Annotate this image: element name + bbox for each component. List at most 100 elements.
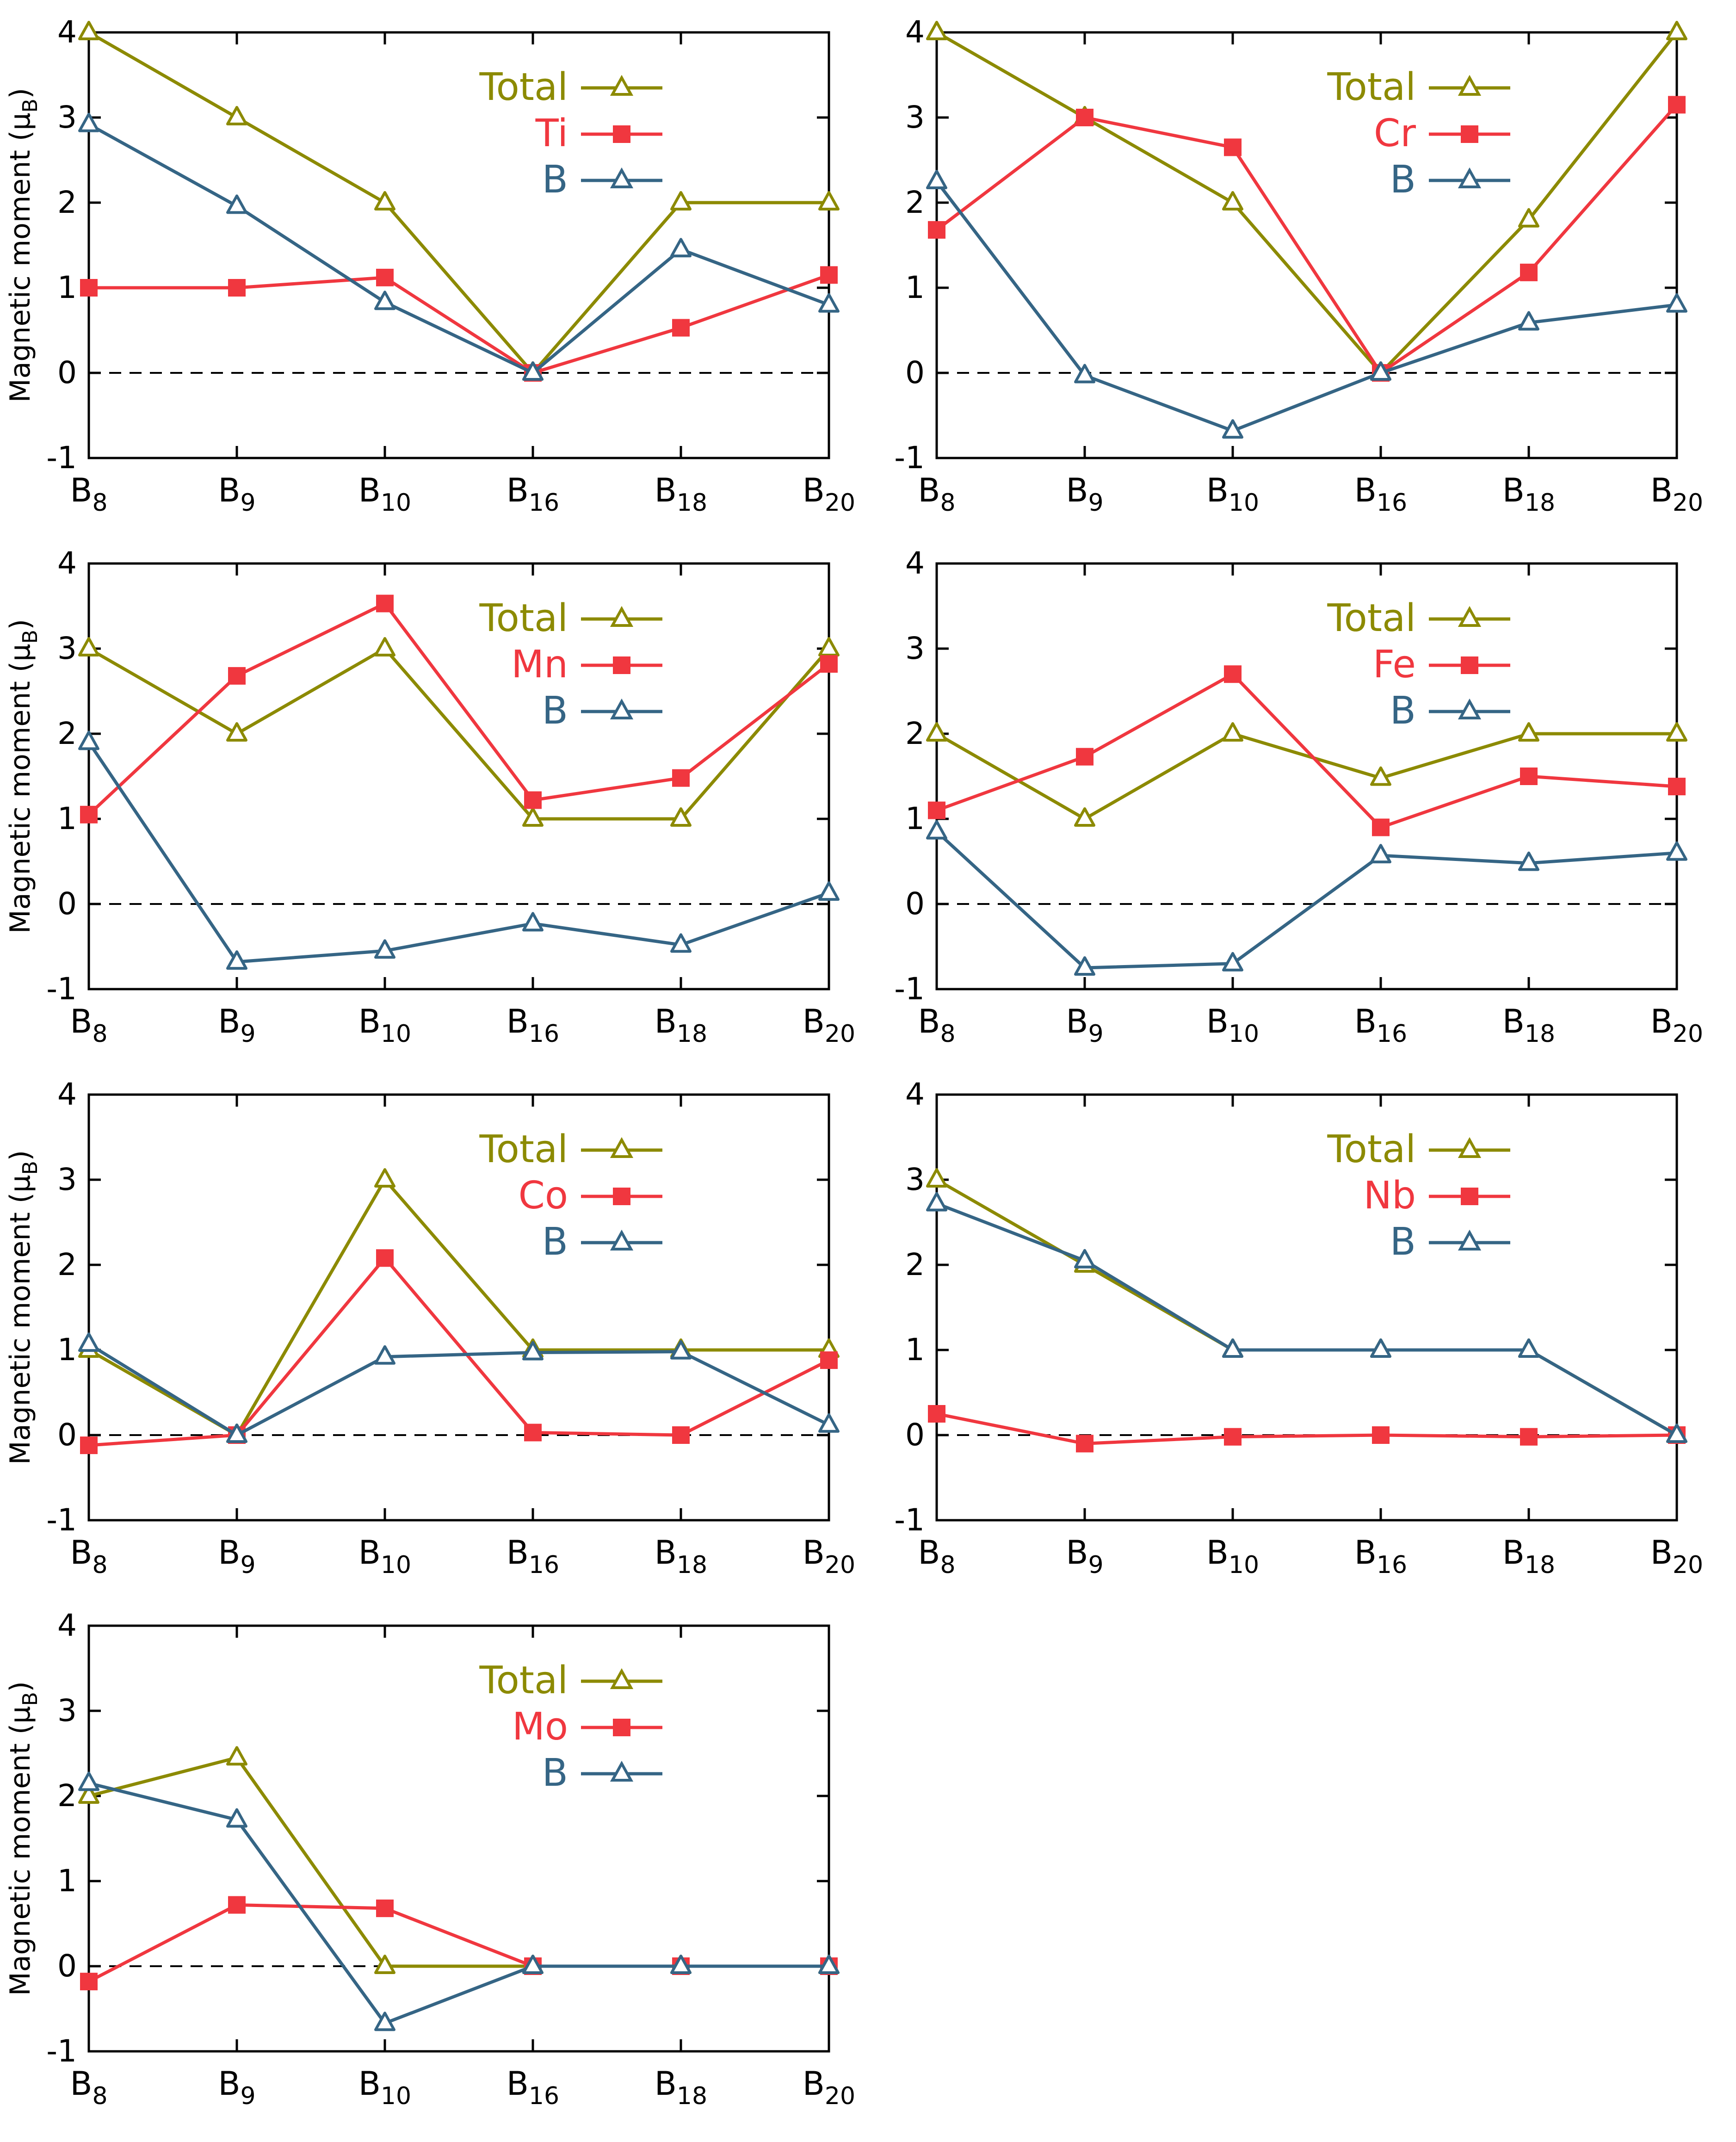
legend-marker (1461, 656, 1478, 674)
marker-total (1518, 722, 1539, 742)
y-tick-label: 3 (57, 1162, 77, 1197)
marker-b (1518, 1338, 1539, 1358)
legend-marker (613, 1719, 630, 1736)
marker-b (1666, 1424, 1687, 1443)
y-tick-label: 0 (905, 1417, 925, 1453)
y-tick-label: 4 (905, 14, 925, 50)
x-tick-label: B10 (1206, 1003, 1259, 1048)
marker-co (524, 1424, 542, 1442)
legend-label: B (1390, 158, 1416, 202)
y-tick-label: 1 (57, 1332, 77, 1368)
x-tick-label: B16 (507, 1534, 559, 1579)
x-tick-label: B9 (218, 1534, 255, 1579)
marker-b (670, 1955, 692, 1974)
y-tick-label: 4 (905, 1077, 925, 1112)
marker-nb (1224, 1428, 1242, 1446)
marker-ti (80, 279, 98, 297)
legend-label: Mn (511, 643, 568, 687)
legend-label: Co (519, 1174, 568, 1218)
legend-marker (1458, 74, 1482, 96)
marker-mn (376, 594, 394, 613)
y-tick-label: 3 (905, 99, 925, 135)
marker-nb (1372, 1426, 1390, 1444)
legend-label: B (1390, 1220, 1416, 1264)
legend-marker (610, 1229, 634, 1251)
y-tick-label: 1 (57, 270, 77, 305)
legend-marker (610, 74, 634, 96)
legend-marker (610, 1137, 634, 1158)
marker-b (226, 950, 247, 970)
panel-co: -1 0 1 2 3 4 B8 B9 B10 B16 B18 B20 Magnetic moment (… (4, 1077, 855, 1579)
y-tick-label: 4 (57, 545, 77, 581)
y-tick-label: 0 (57, 1948, 77, 1984)
marker-b (226, 1808, 247, 1828)
series-line-b (935, 830, 1677, 970)
marker-b (1222, 419, 1243, 439)
legend-marker (1458, 698, 1482, 719)
marker-b (78, 1332, 99, 1352)
marker-mn (228, 667, 246, 685)
marker-b (226, 1424, 247, 1443)
x-tick-label: B20 (803, 471, 855, 517)
legend-label: Total (479, 596, 568, 640)
legend-marker (610, 167, 634, 188)
marker-total (374, 1168, 395, 1188)
series-line-b (88, 123, 830, 375)
legend-marker (1458, 167, 1482, 188)
series-line-total (88, 647, 830, 821)
legend-marker (610, 1668, 634, 1689)
marker-b (226, 194, 247, 214)
y-tick-label: 0 (57, 886, 77, 922)
y-tick-label: 0 (57, 1417, 77, 1453)
series-line-mo (88, 1903, 829, 1983)
y-tick-label: 3 (905, 631, 925, 666)
series-line-b (936, 1202, 1678, 1437)
marker-b (78, 1771, 99, 1791)
plot-frame (935, 31, 1678, 459)
x-tick-label: B8 (70, 1534, 107, 1579)
x-tick-label: B18 (655, 2065, 707, 2110)
marker-b (522, 912, 544, 932)
legend-label: Cr (1374, 111, 1416, 155)
marker-cr (1076, 109, 1093, 126)
legend-marker (1458, 1229, 1482, 1251)
x-tick-label: B9 (1066, 471, 1103, 517)
y-tick-label: -1 (46, 1502, 77, 1538)
marker-cr (1668, 96, 1686, 114)
marker-nb (1520, 1428, 1538, 1446)
marker-total (226, 1746, 247, 1766)
plot-frame (87, 31, 830, 459)
marker-total (226, 722, 247, 742)
marker-total (1666, 21, 1687, 40)
legend-label: B (542, 158, 568, 202)
legend-label: B (542, 689, 568, 733)
marker-nb (928, 1405, 945, 1423)
series-line-b (88, 1782, 829, 2025)
y-tick-label: 2 (905, 716, 925, 751)
marker-total (818, 191, 840, 210)
marker-b (522, 1341, 544, 1361)
series-line-b (935, 180, 1677, 433)
series-line-co (88, 1256, 830, 1447)
legend-label: Total (479, 65, 568, 109)
marker-total (374, 637, 395, 656)
y-tick-label: 0 (905, 355, 925, 390)
y-tick-label: -1 (894, 971, 925, 1007)
marker-b (1370, 361, 1391, 381)
series-line-total (88, 31, 829, 375)
x-tick-label: B18 (1502, 471, 1555, 517)
marker-total (78, 1784, 99, 1804)
marker-total (78, 21, 99, 40)
y-tick-label: -1 (894, 440, 925, 476)
y-tick-label: 1 (57, 801, 77, 836)
marker-ti (228, 279, 246, 297)
y-tick-label: 2 (57, 716, 77, 751)
x-tick-label: B16 (507, 1003, 559, 1048)
x-tick-label: B8 (918, 471, 955, 517)
marker-b (670, 1340, 692, 1360)
marker-b (78, 731, 99, 750)
marker-total (1222, 722, 1243, 742)
legend-label: Total (1327, 65, 1416, 109)
y-axis-label: Magnetic moment (μB) (4, 1150, 42, 1465)
